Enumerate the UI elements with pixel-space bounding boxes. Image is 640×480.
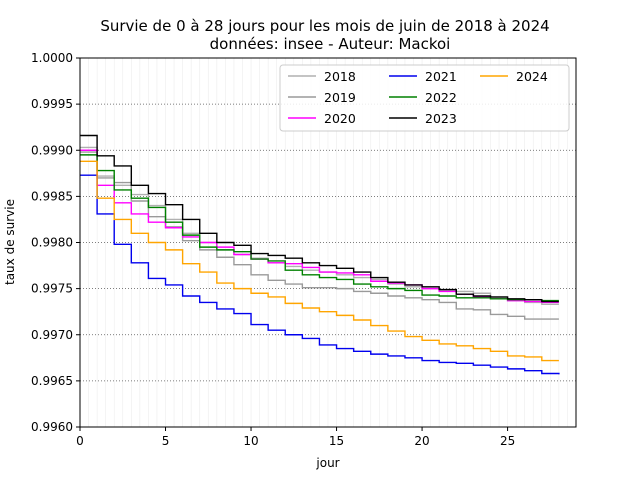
- legend-label-2023: 2023: [425, 111, 457, 126]
- y-tick-label: 0.9995: [31, 97, 73, 111]
- legend-label-2021: 2021: [425, 69, 457, 84]
- series-line-2019: [80, 151, 559, 320]
- axis-ticks: 0 5 10 15 20 25 0.9960 0.9965 0.9970 0.9975 0.9980…: [31, 51, 515, 448]
- chart-title-line-2: données: insee - Auteur: Mackoi: [210, 35, 451, 53]
- x-tick-label: 5: [162, 434, 170, 448]
- chart-title-line-1: Survie de 0 à 28 jours pour les mois de …: [100, 17, 549, 35]
- x-tick-label: 25: [500, 434, 515, 448]
- series-line-2023: [80, 134, 559, 303]
- x-tick-label: 0: [76, 434, 84, 448]
- y-tick-label: 1.0000: [31, 51, 73, 65]
- y-tick-label: 0.9990: [31, 143, 73, 157]
- legend-label-2018: 2018: [324, 69, 356, 84]
- legend-label-2022: 2022: [425, 90, 457, 105]
- series-lines: [80, 134, 560, 375]
- y-axis-label: taux de survie: [3, 199, 17, 285]
- legend-box: [279, 64, 570, 132]
- y-tick-label: 0.9970: [31, 328, 73, 342]
- x-tick-label: 10: [243, 434, 258, 448]
- legend-label-2019: 2019: [324, 90, 356, 105]
- legend: 2018 2019 2020 2021 2022 2023 2024: [279, 64, 570, 132]
- y-tick-label: 0.9980: [31, 236, 73, 250]
- legend-label-2024: 2024: [516, 69, 548, 84]
- y-tick-label: 0.9960: [31, 420, 73, 434]
- x-tick-label: 15: [329, 434, 344, 448]
- y-tick-label: 0.9975: [31, 282, 73, 296]
- legend-label-2020: 2020: [324, 111, 356, 126]
- series-line-2022: [80, 154, 559, 302]
- y-tick-label: 0.9965: [31, 374, 73, 388]
- series-line-2021: [80, 174, 560, 375]
- x-axis-label: jour: [315, 456, 339, 470]
- y-tick-label: 0.9985: [31, 189, 73, 203]
- series-line-2024: [80, 160, 559, 362]
- x-tick-label: 20: [414, 434, 429, 448]
